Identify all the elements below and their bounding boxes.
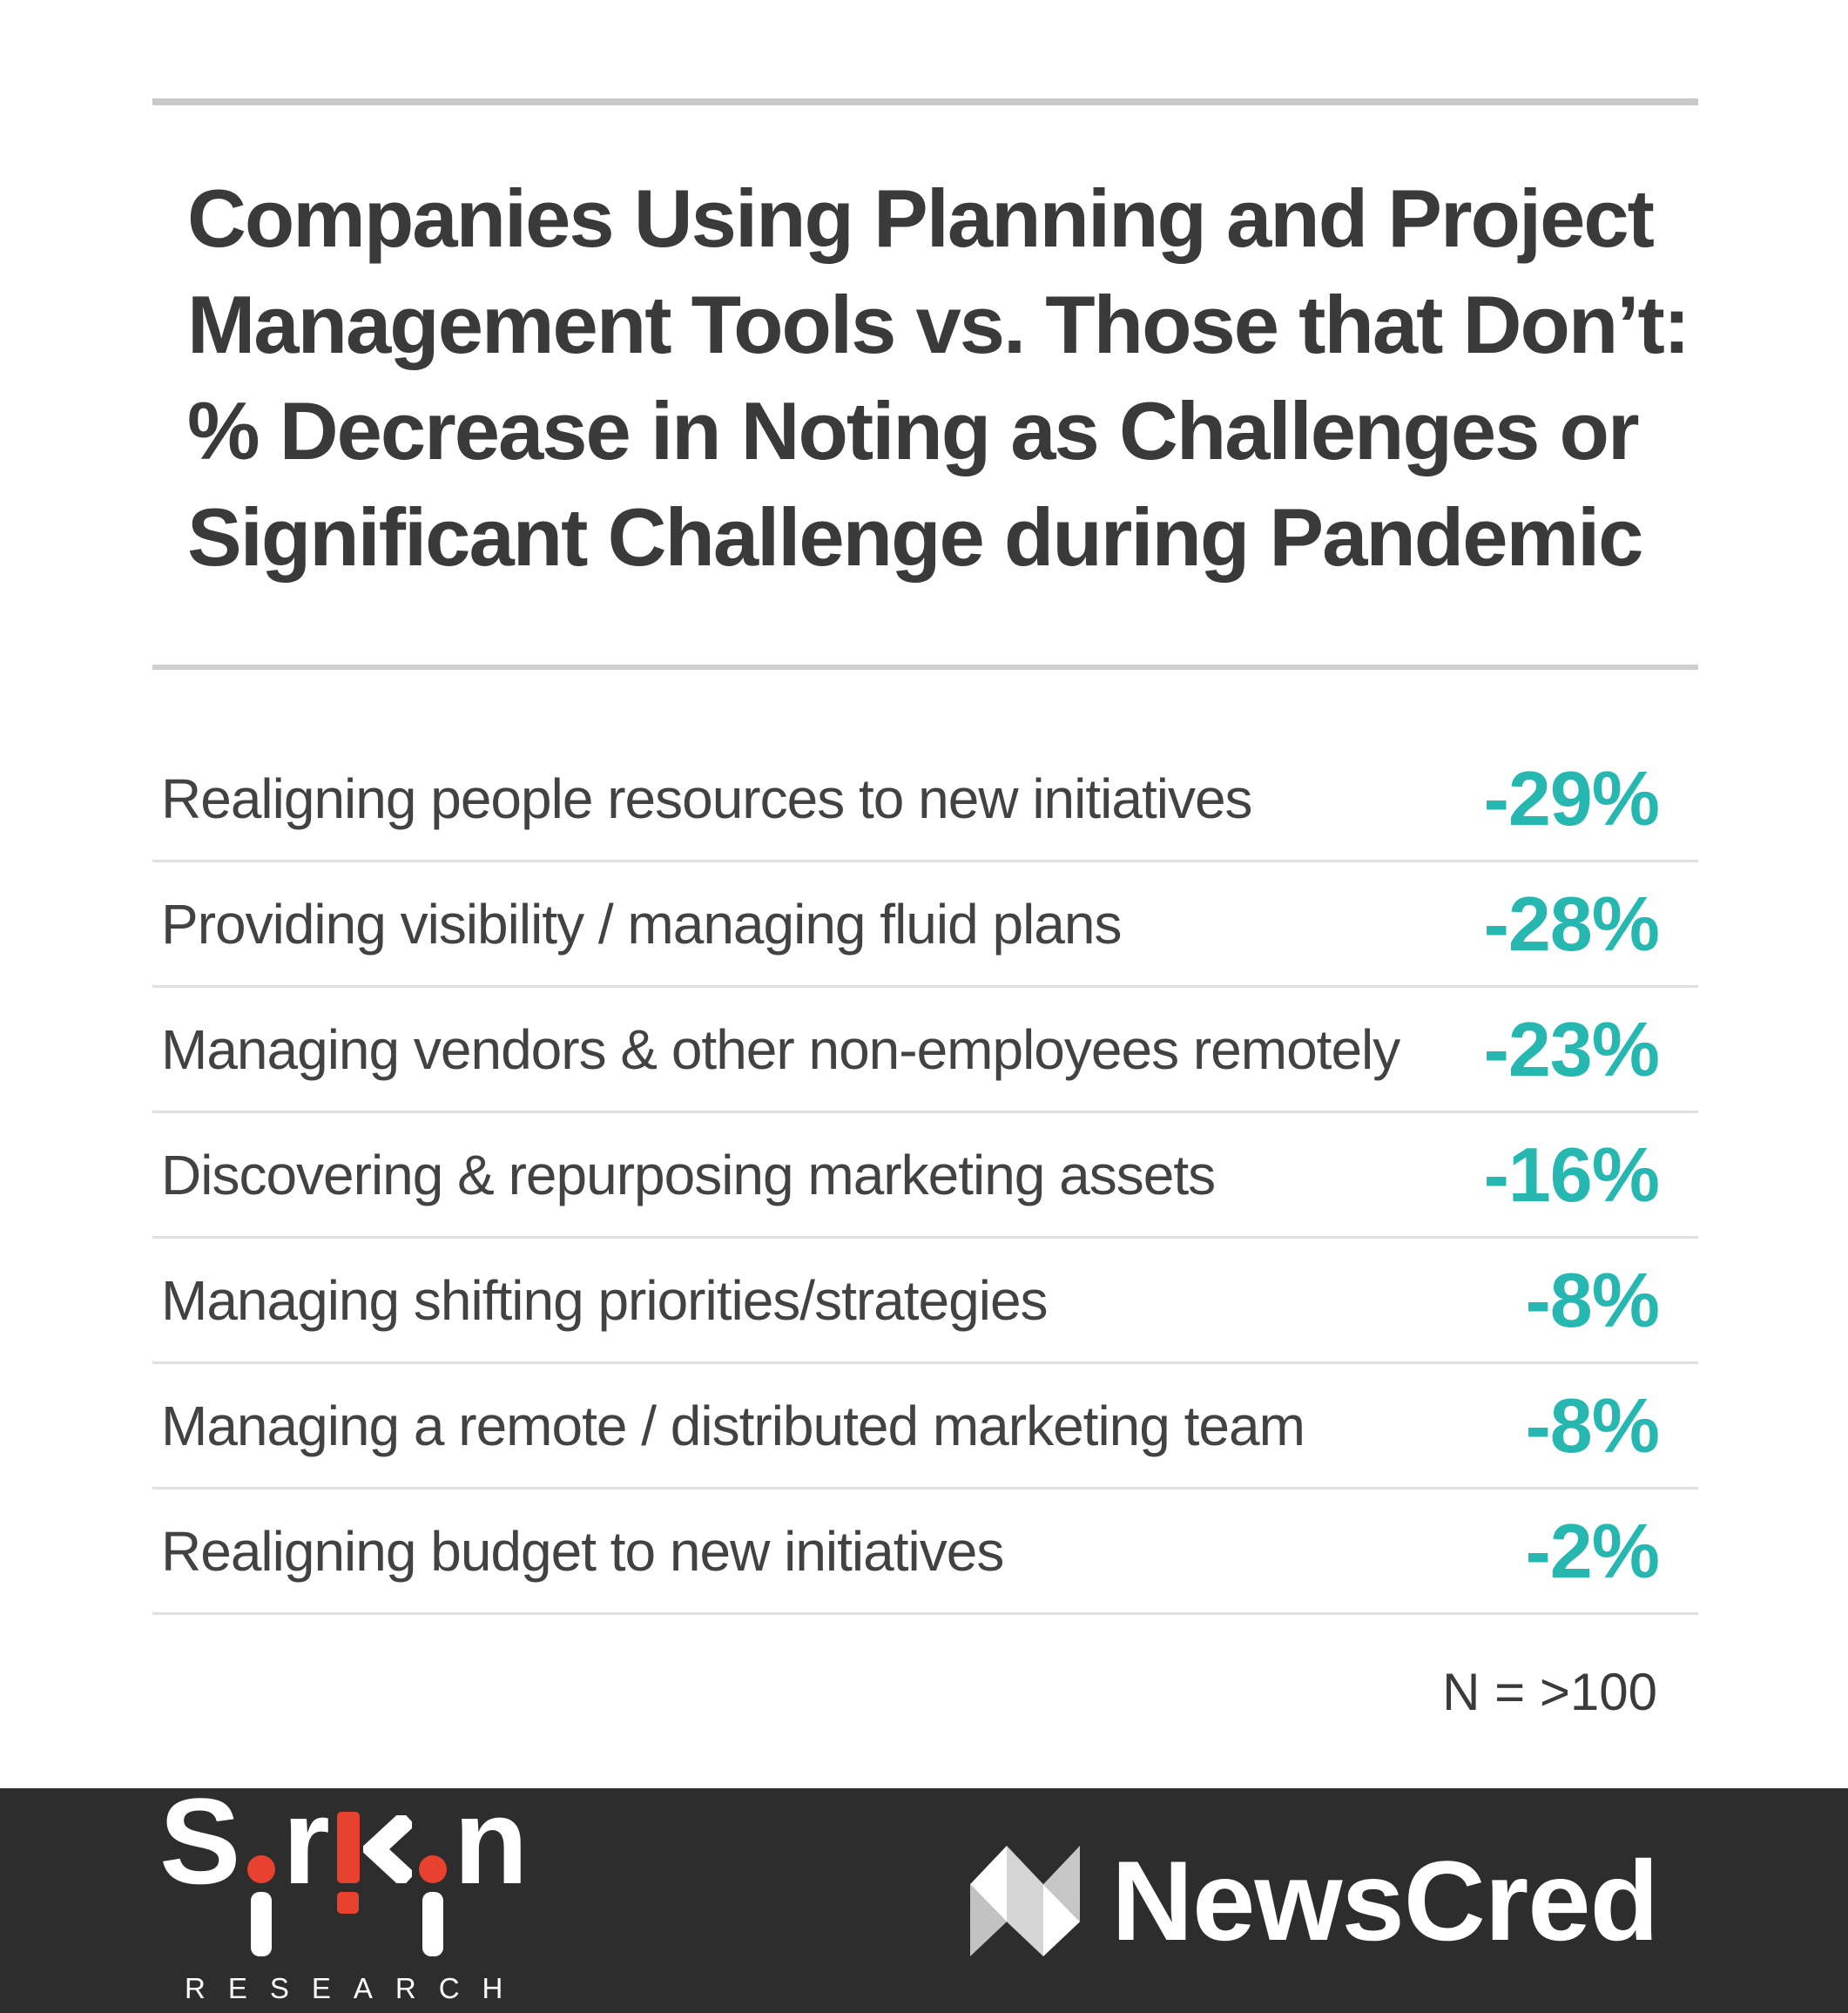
i-stem-icon [422, 1891, 443, 1956]
row-label: Managing a remote / distributed marketin… [161, 1394, 1305, 1457]
sirkin-letter-r: r [282, 1772, 330, 1909]
table-row: Realigning budget to new initiatives -2% [152, 1489, 1698, 1615]
exclamation-icon [336, 1811, 360, 1914]
table-row: Realigning people resources to new initi… [152, 737, 1698, 862]
table-row: Providing visibility / managing fluid pl… [152, 862, 1698, 988]
red-dot-icon [247, 1854, 276, 1883]
row-value: -2% [1525, 1507, 1660, 1594]
row-value: -8% [1525, 1256, 1660, 1343]
row-label: Providing visibility / managing fluid pl… [161, 892, 1122, 956]
exclamation-bar-icon [336, 1811, 360, 1883]
i-stem-icon [251, 1891, 273, 1956]
red-dot-icon [418, 1854, 447, 1883]
row-value: -23% [1483, 1005, 1660, 1092]
title-divider [152, 665, 1698, 670]
table-row: Managing vendors & other non-employees r… [152, 988, 1698, 1113]
sirkin-letter-k-icon [362, 1814, 412, 1883]
row-value: -8% [1525, 1381, 1660, 1469]
table-row: Discovering & repurposing marketing asse… [152, 1113, 1698, 1239]
table-row: Managing a remote / distributed marketin… [152, 1364, 1698, 1489]
sirkin-letter-i-icon [247, 1854, 276, 1956]
sample-size-note: N = >100 [1442, 1663, 1657, 1721]
row-value: -28% [1483, 880, 1660, 967]
sirkin-subtitle: RESEARCH [185, 1971, 526, 2004]
row-value: -29% [1483, 754, 1660, 841]
sirkin-wordmark: S r n [159, 1772, 529, 1956]
footer-bar: S r n RESEARCH [0, 1772, 1848, 2013]
exclamation-dot-icon [337, 1891, 360, 1914]
newscred-logo: NewsCred [965, 1837, 1659, 1964]
chart-title: Companies Using Planning and Project Man… [187, 172, 1690, 583]
newscred-wordmark: NewsCred [1111, 1837, 1659, 1964]
row-label: Discovering & repurposing marketing asse… [161, 1143, 1216, 1206]
stats-table: Realigning people resources to new initi… [152, 737, 1698, 1615]
newscred-mark-icon [970, 1845, 1081, 1956]
table-row: Managing shifting priorities/strategies … [152, 1239, 1698, 1364]
sirkin-letter-s: S [159, 1772, 241, 1909]
row-value: -16% [1483, 1131, 1660, 1218]
sirkin-letter-i-icon [418, 1854, 447, 1956]
row-label: Managing vendors & other non-employees r… [161, 1017, 1400, 1081]
sirkin-research-logo: S r n RESEARCH [159, 1772, 529, 2005]
row-label: Realigning people resources to new initi… [161, 767, 1253, 830]
row-label: Realigning budget to new initiatives [161, 1519, 1004, 1583]
top-divider [152, 98, 1698, 105]
sirkin-letter-n: n [453, 1772, 529, 1909]
row-label: Managing shifting priorities/strategies [161, 1268, 1049, 1332]
